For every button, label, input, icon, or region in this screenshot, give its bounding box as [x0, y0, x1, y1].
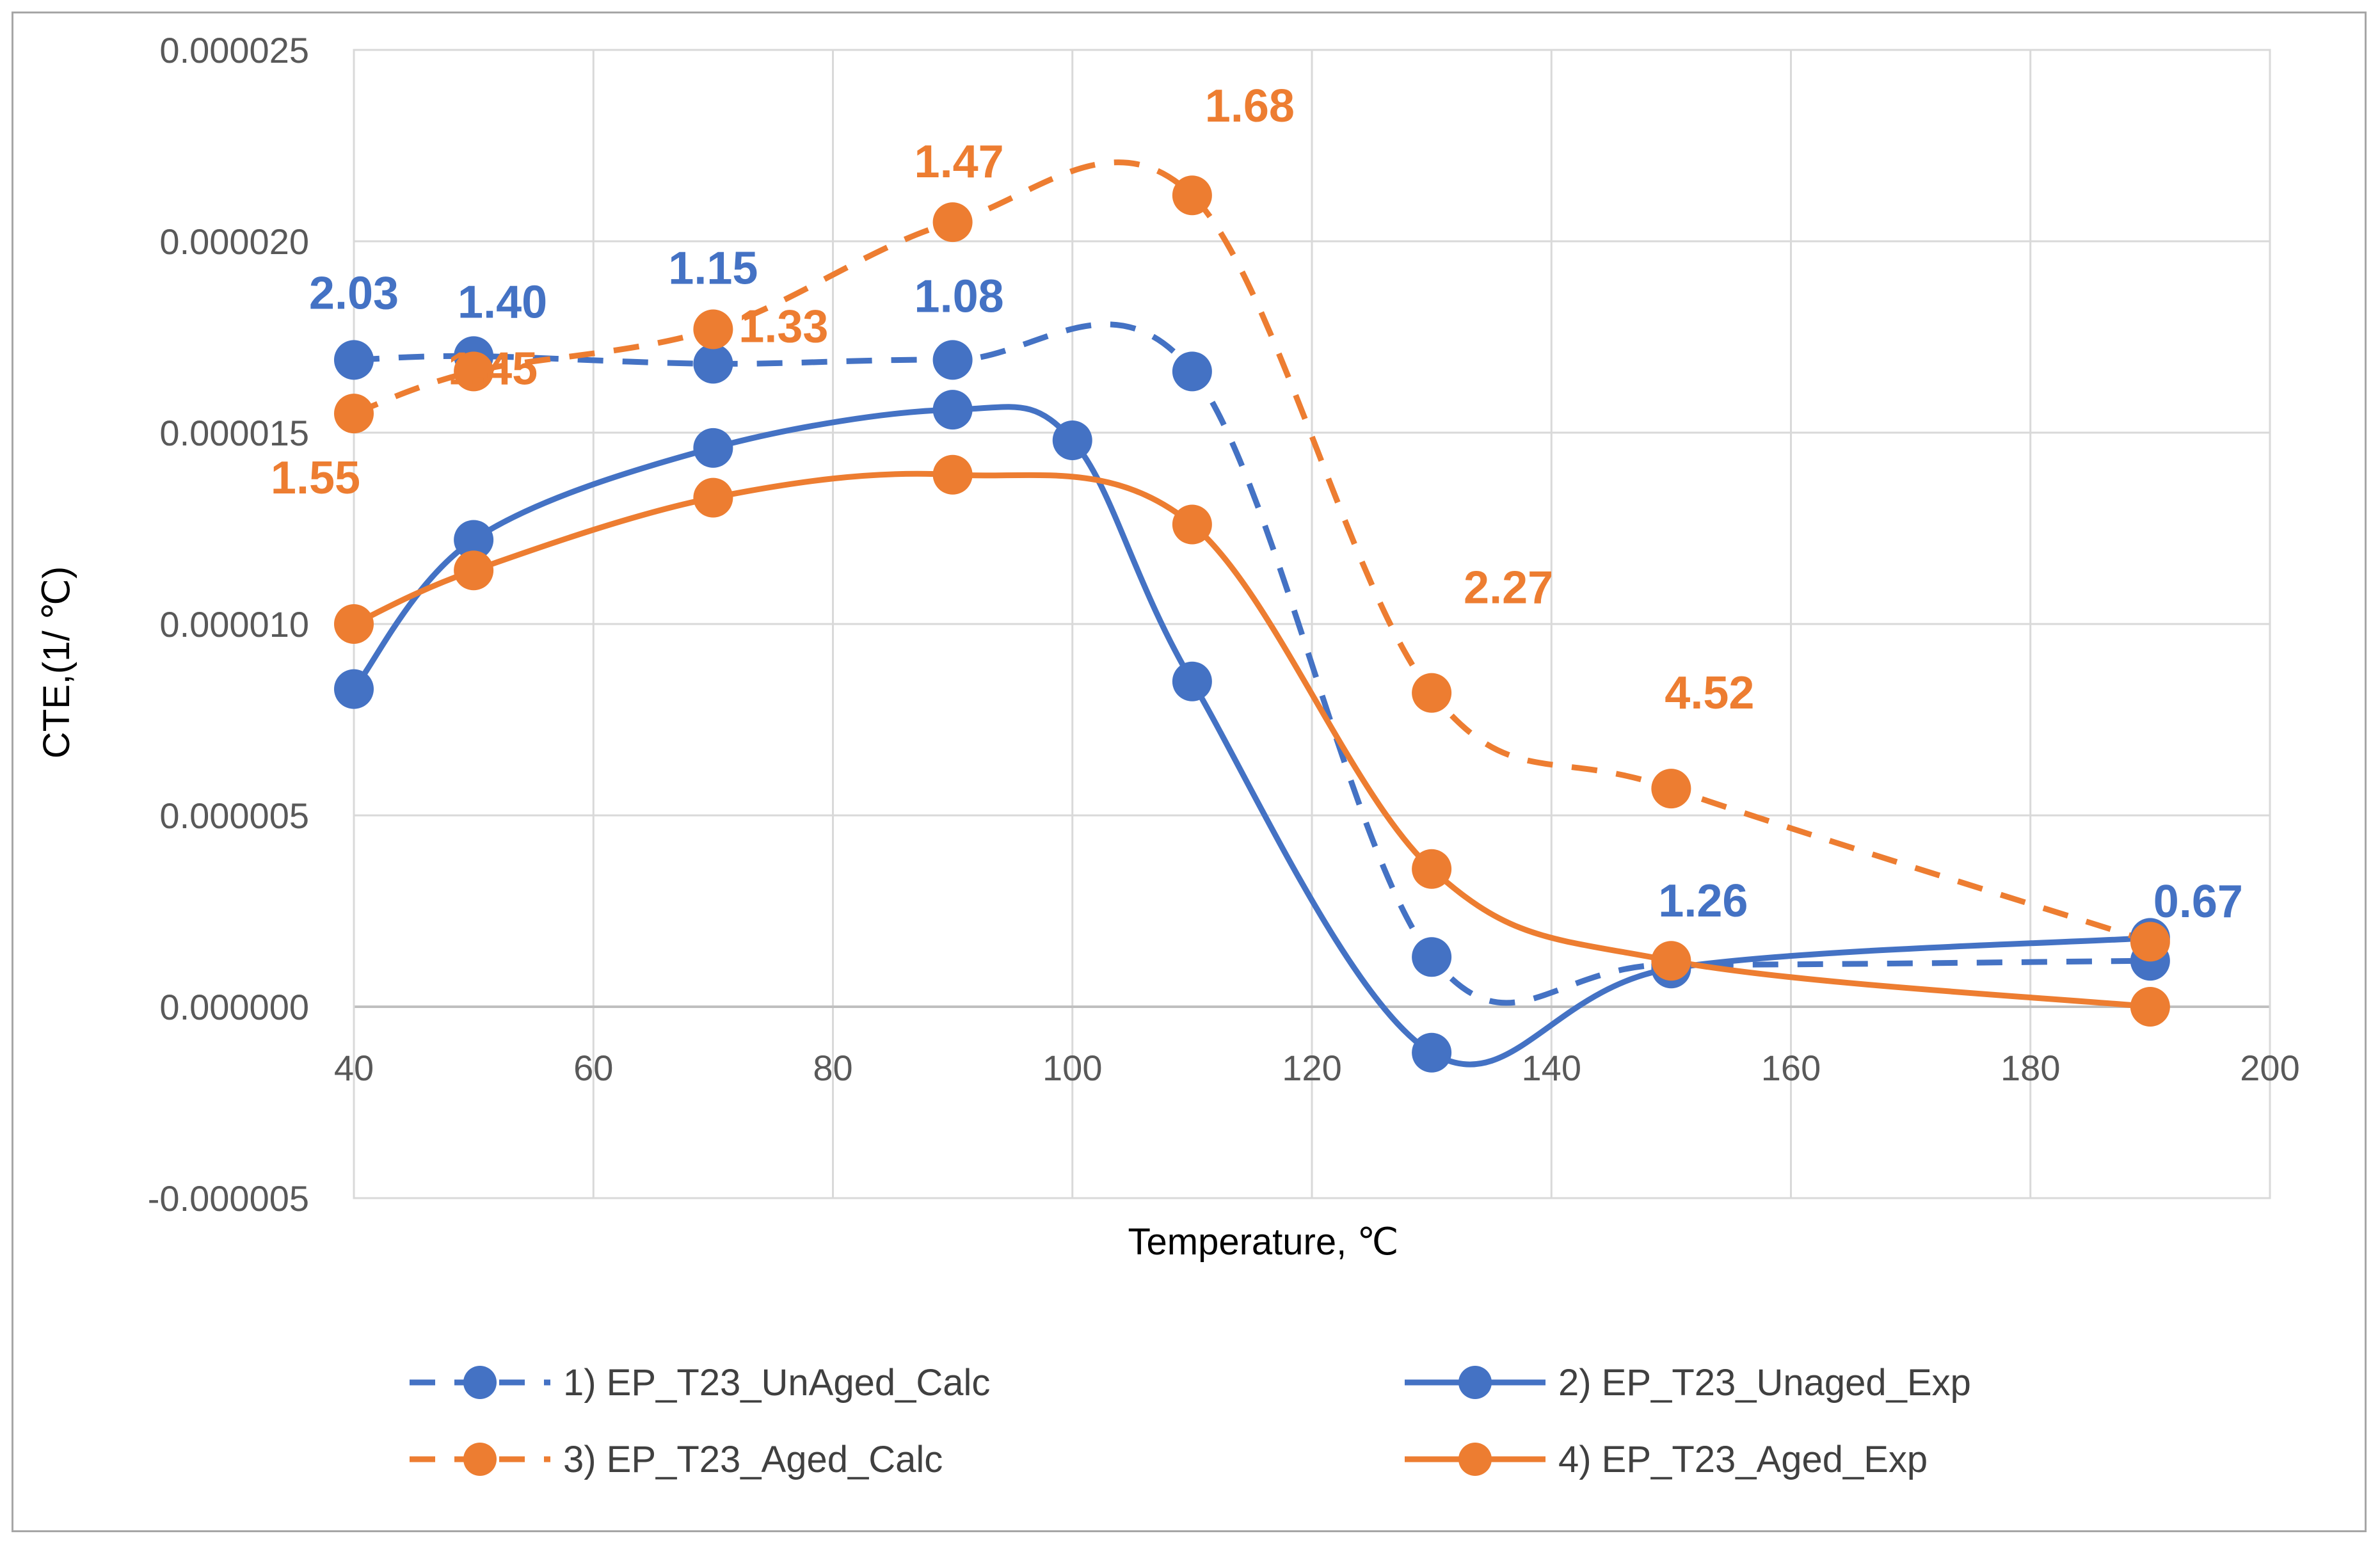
data-point-series-3: [1651, 769, 1691, 809]
y-axis-title: CTE,(1/ ℃): [36, 566, 77, 758]
data-point-series-3: [454, 351, 494, 392]
legend-label: 1) EP_T23_UnAged_Calc: [563, 1362, 990, 1404]
legend-item-3[interactable]: 3) EP_T23_Aged_Calc: [410, 1439, 943, 1480]
data-labels: 2.03 1.40 1.15 1.08 1.26 0.67 1.55 1.45 1.33 1.47…: [271, 81, 2243, 927]
legend: 1) EP_T23_UnAged_Calc 2) EP_T23_Unaged_Ex…: [410, 1362, 1971, 1480]
data-point-series-3: [2130, 922, 2170, 962]
data-point-series-2: [1412, 1032, 1452, 1073]
data-point-series-3: [932, 202, 973, 243]
data-point-series-4: [334, 604, 374, 644]
data-label: 1.55: [271, 452, 360, 504]
series-markers: [334, 175, 2170, 1073]
series-line-3: [353, 159, 2152, 945]
data-point-series-3: [693, 309, 733, 349]
x-tick-label: 100: [1042, 1048, 1102, 1088]
x-tick-label: 160: [1761, 1048, 1821, 1088]
legend-item-2[interactable]: 2) EP_T23_Unaged_Exp: [1405, 1362, 1971, 1404]
chart-frame: [12, 12, 2367, 1532]
series-line-2: [351, 404, 2151, 1068]
data-point-series-3: [334, 394, 374, 434]
data-point-series-2: [334, 669, 374, 709]
gridlines: [353, 49, 2271, 1199]
data-point-series-4: [693, 477, 733, 518]
legend-label: 4) EP_T23_Aged_Exp: [1558, 1439, 1928, 1480]
data-label: 1.08: [914, 271, 1004, 322]
legend-marker: [1458, 1443, 1492, 1476]
data-label: 1.68: [1205, 81, 1295, 132]
y-tick-label: 0.000015: [159, 413, 309, 453]
legend-label: 3) EP_T23_Aged_Calc: [563, 1439, 943, 1480]
data-point-series-3: [1412, 673, 1452, 713]
data-label: 1.33: [739, 301, 828, 353]
data-label: 2.27: [1464, 563, 1553, 614]
data-label: 1.45: [448, 343, 538, 394]
series-lines: [351, 159, 2152, 1068]
series-line-1: [353, 321, 2150, 1006]
data-point-series-4: [2130, 987, 2170, 1027]
data-point-series-2: [932, 390, 973, 430]
data-point-series-4: [932, 454, 973, 495]
data-label: 1.47: [914, 136, 1004, 188]
data-label: 4.52: [1665, 668, 1754, 719]
x-tick-label: 80: [813, 1048, 852, 1088]
y-tick-label: -0.000005: [148, 1178, 309, 1219]
legend-item-1[interactable]: 1) EP_T23_UnAged_Calc: [410, 1362, 990, 1404]
data-point-series-2: [693, 428, 733, 468]
series-line-4: [353, 470, 2151, 1010]
x-tick-label: 120: [1282, 1048, 1341, 1088]
y-tick-label: 0.000010: [159, 604, 309, 644]
y-tick-label: 0.000020: [159, 221, 309, 262]
data-point-series-1: [693, 344, 733, 384]
data-point-series-3: [1172, 175, 1212, 216]
data-label: 0.67: [2153, 876, 2243, 927]
data-label: 2.03: [309, 268, 399, 319]
x-tick-label: 40: [334, 1048, 374, 1088]
tick-labels: 40 60 80 100 120 140 160 180 200 -0.000005 0.00000…: [148, 30, 2300, 1219]
data-point-series-2: [454, 520, 494, 560]
legend-marker: [463, 1366, 497, 1399]
data-point-series-2: [1172, 661, 1212, 701]
y-tick-label: 0.000000: [159, 987, 309, 1027]
data-point-series-4: [1651, 941, 1691, 981]
data-point-series-1: [1172, 351, 1212, 392]
y-tick-label: 0.000025: [159, 30, 309, 70]
x-tick-label: 180: [2001, 1048, 2060, 1088]
data-point-series-1: [1412, 937, 1452, 977]
legend-marker: [1458, 1366, 1492, 1399]
data-point-series-4: [1172, 504, 1212, 545]
x-tick-label: 140: [1522, 1048, 1581, 1088]
data-point-series-4: [1412, 849, 1452, 889]
legend-marker: [463, 1443, 497, 1476]
x-tick-label: 60: [573, 1048, 613, 1088]
data-point-series-1: [932, 340, 973, 380]
data-label: 1.15: [668, 243, 758, 294]
data-point-series-4: [454, 550, 494, 591]
data-point-series-2: [1052, 420, 1092, 460]
data-point-series-1: [334, 340, 374, 380]
x-axis-title: Temperature, ℃: [1128, 1221, 1399, 1263]
y-tick-label: 0.000005: [159, 796, 309, 836]
legend-label: 2) EP_T23_Unaged_Exp: [1558, 1362, 1971, 1404]
data-label: 1.40: [458, 276, 547, 328]
legend-item-4[interactable]: 4) EP_T23_Aged_Exp: [1405, 1439, 1928, 1480]
x-tick-label: 200: [2240, 1048, 2299, 1088]
data-label: 1.26: [1658, 876, 1748, 927]
